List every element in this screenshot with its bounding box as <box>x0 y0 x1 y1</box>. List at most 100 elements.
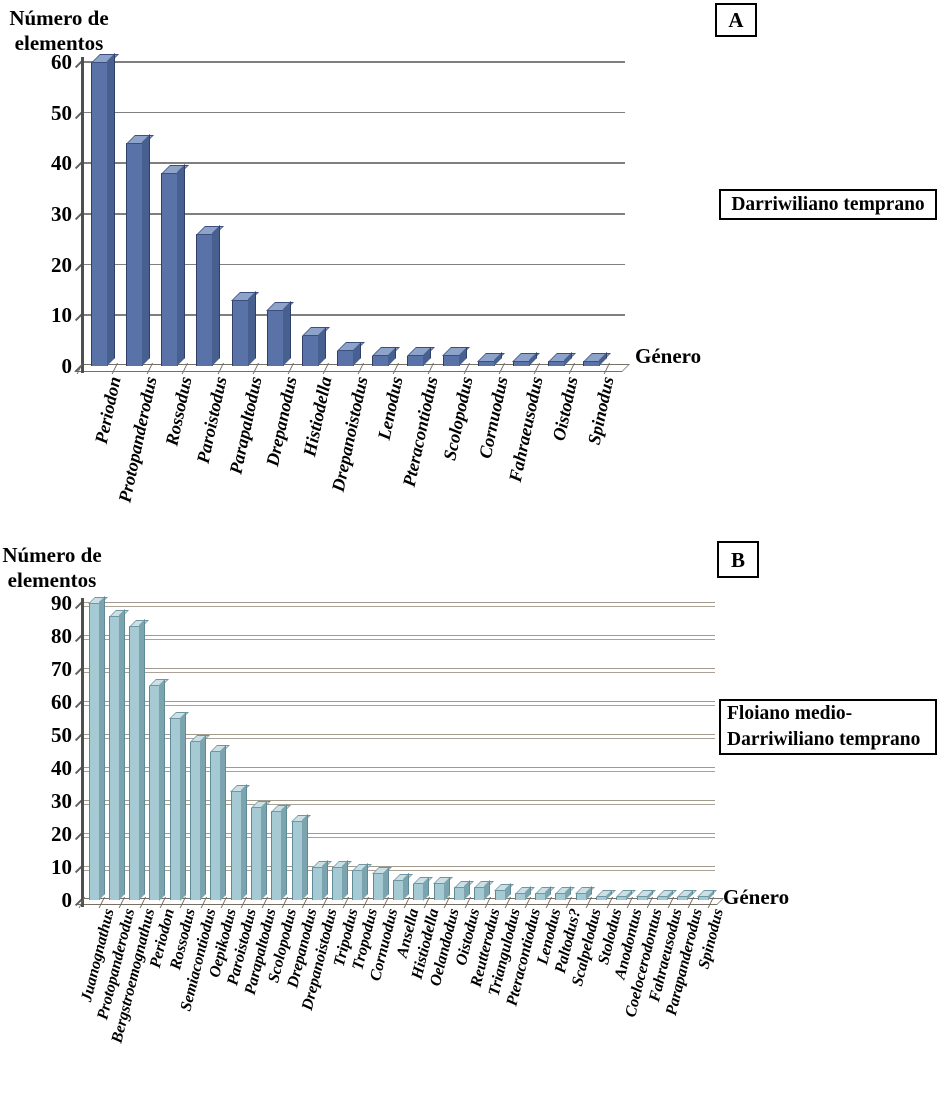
bar <box>494 890 506 900</box>
bar <box>413 883 425 900</box>
x-axis-title-b: Género <box>723 885 790 909</box>
bar <box>161 173 179 366</box>
y-tick-label: 40 <box>51 756 72 780</box>
y-tick-label: 90 <box>51 591 72 615</box>
y-tick-label: 50 <box>51 723 72 747</box>
bar <box>332 867 344 900</box>
bar <box>474 886 486 900</box>
gridline <box>82 111 625 114</box>
y-tick-label: 0 <box>61 354 73 378</box>
bar <box>596 896 607 900</box>
bar <box>453 886 465 900</box>
bar <box>271 810 283 900</box>
gridline <box>82 767 715 772</box>
gridline <box>82 263 625 266</box>
category-label: Scolopodus <box>439 374 477 463</box>
y-tick-label: 50 <box>51 100 72 125</box>
bar <box>372 873 384 900</box>
bar <box>196 234 214 366</box>
y-tick-label: 20 <box>51 252 72 277</box>
gridline <box>82 635 715 640</box>
bar <box>514 893 526 900</box>
category-label: Protopanderodus <box>114 374 161 505</box>
gridline <box>82 866 715 871</box>
period-annotation-b: Floiano medio- Darriwiliano temprano <box>719 699 937 755</box>
bar <box>266 310 284 366</box>
gridline <box>82 61 625 63</box>
bar <box>169 718 181 900</box>
y-axis-title-b: Número de elementos <box>0 543 107 593</box>
bar <box>311 867 323 900</box>
bar <box>250 807 262 900</box>
bar <box>231 300 249 366</box>
bar <box>616 896 628 900</box>
bar <box>442 355 460 366</box>
category-label: Periodon <box>91 374 126 446</box>
y-tick-label: 70 <box>51 657 72 681</box>
y-tick-label: 30 <box>51 789 72 813</box>
y-tick-label: 10 <box>51 303 72 328</box>
y-axis-title-b-line2: elementos <box>7 568 97 592</box>
period-annotation-a: Darriwiliano temprano <box>719 189 937 220</box>
bar <box>407 355 425 366</box>
category-label: Oistodus <box>548 374 583 443</box>
bar <box>677 896 689 900</box>
y-axis-title-b-line1: Número de <box>2 543 102 567</box>
bar <box>352 870 364 900</box>
period-annotation-b-line1: Floiano medio- <box>727 703 853 724</box>
panel-label-a: A <box>715 3 757 37</box>
y-tick-label: 0 <box>61 888 73 912</box>
bar <box>656 896 668 900</box>
category-label: Histiodella <box>299 374 336 459</box>
gridline <box>82 213 625 215</box>
gridline <box>82 701 715 706</box>
category-label: Lenodus <box>373 374 407 442</box>
y-axis-title-a-line1: Número de <box>9 6 109 30</box>
y-tick-label: 10 <box>51 855 72 879</box>
category-label: Parapaltodus <box>225 374 266 476</box>
gridline <box>82 734 715 739</box>
bar <box>393 880 404 900</box>
bar <box>126 143 144 366</box>
bar <box>547 360 565 366</box>
category-label: Rossodus <box>161 374 196 448</box>
period-annotation-b-line2: Darriwiliano temprano <box>727 729 921 750</box>
bar <box>91 62 108 366</box>
bar <box>230 791 242 900</box>
period-annotation-a-line1: Darriwiliano temprano <box>731 194 925 215</box>
gridline <box>82 602 715 607</box>
gridline <box>82 314 625 317</box>
y-tick-label: 20 <box>51 822 72 846</box>
bar <box>477 360 495 366</box>
y-axis-title-a: Número de elementos <box>4 6 114 56</box>
x-axis-title-a: Género <box>635 344 702 368</box>
bar <box>372 355 390 366</box>
gridline <box>82 800 715 805</box>
bar <box>190 741 201 900</box>
bar <box>697 896 709 900</box>
bar <box>583 360 601 366</box>
category-label: Pteracontiodus <box>398 374 442 489</box>
bar <box>149 685 161 900</box>
category-label: Drepanoistodus <box>327 374 372 494</box>
bar <box>337 350 355 366</box>
bar <box>535 893 547 900</box>
bar <box>129 626 141 900</box>
bar <box>512 360 530 366</box>
category-label: Paroistodus <box>192 374 231 466</box>
bar <box>636 896 648 900</box>
bar <box>433 883 445 900</box>
y-tick-label: 60 <box>51 690 72 714</box>
bar <box>108 616 120 900</box>
category-label: Spinodus <box>583 374 618 447</box>
y-axis-line <box>81 598 84 907</box>
gridline <box>82 162 625 165</box>
gridline <box>82 668 715 673</box>
y-tick-label: 60 <box>51 50 72 74</box>
bar <box>575 893 587 900</box>
category-label: Fahraeusodus <box>505 374 547 484</box>
y-tick-label: 40 <box>51 151 72 176</box>
panel-label-b: B <box>717 541 759 578</box>
y-tick-label: 30 <box>51 202 72 226</box>
